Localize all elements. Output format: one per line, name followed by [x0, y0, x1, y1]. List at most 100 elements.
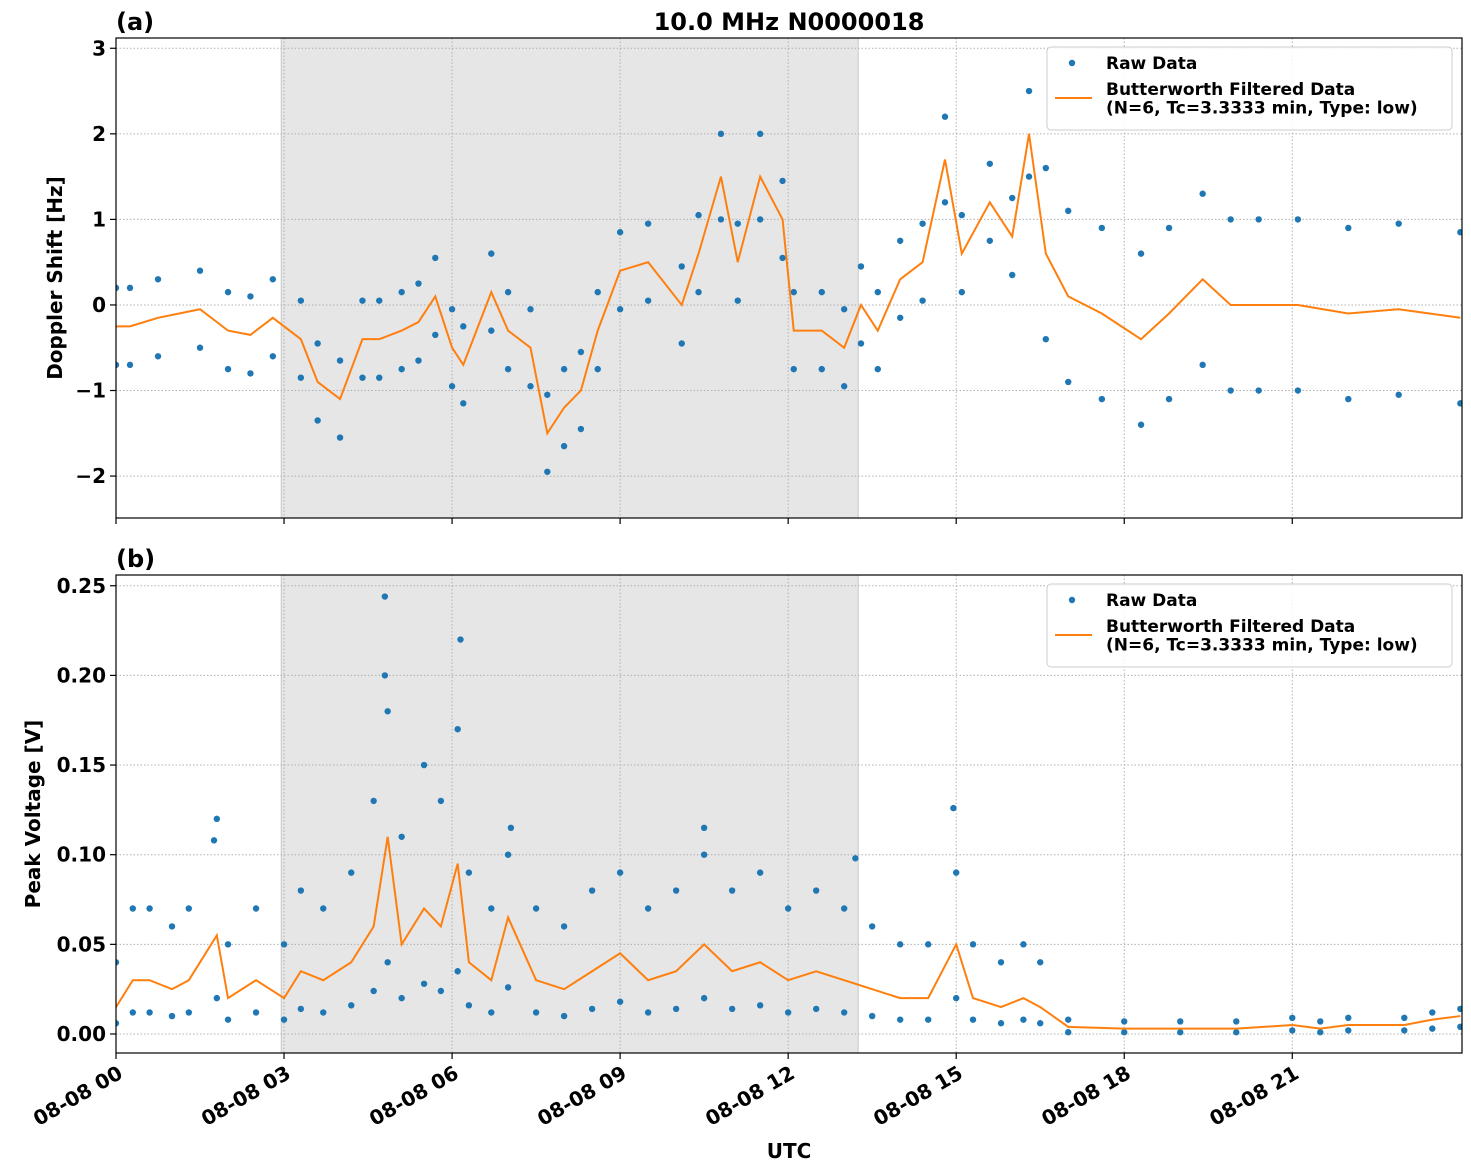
shaded-span: [280, 574, 859, 1054]
raw-point: [812, 1005, 820, 1013]
raw-point: [398, 833, 405, 840]
raw-point: [269, 353, 277, 360]
y-tick-label: 2: [92, 122, 106, 146]
axes-frame: [115, 574, 1463, 1054]
raw-point: [1065, 1029, 1072, 1036]
raw-point: [448, 383, 456, 390]
raw-point: [1137, 421, 1145, 428]
y-tick-label: 0: [92, 293, 106, 317]
raw-point: [154, 353, 162, 360]
raw-point: [756, 216, 764, 223]
y-tick-label: −2: [75, 464, 106, 488]
raw-point: [504, 288, 512, 296]
raw-point: [437, 797, 445, 805]
raw-point: [756, 130, 764, 138]
raw-point: [314, 340, 321, 347]
panel-label: (b): [116, 545, 155, 573]
raw-point: [532, 905, 540, 912]
raw-point: [1401, 1014, 1408, 1022]
raw-point: [790, 288, 797, 296]
raw-point: [1317, 1029, 1324, 1036]
raw-point: [1199, 361, 1206, 369]
raw-point: [784, 1009, 792, 1016]
raw-point: [1395, 391, 1402, 398]
raw-point: [381, 672, 389, 679]
raw-point: [896, 1016, 904, 1023]
raw-point: [359, 374, 366, 381]
y-axis-label: Peak Voltage [V]: [21, 720, 45, 909]
raw-point: [1121, 1018, 1128, 1025]
raw-point: [1098, 395, 1106, 403]
raw-point: [560, 365, 568, 373]
raw-point: [997, 1020, 1005, 1027]
raw-point: [1199, 190, 1206, 197]
raw-point: [432, 254, 439, 262]
raw-point: [1289, 1014, 1296, 1022]
raw-point: [129, 905, 137, 912]
raw-point: [896, 314, 904, 321]
raw-point: [252, 1009, 260, 1016]
raw-point: [1345, 1027, 1352, 1034]
raw-point: [384, 708, 391, 715]
raw-point: [756, 1002, 764, 1009]
raw-point: [779, 177, 786, 185]
raw-point: [224, 941, 232, 948]
raw-point: [213, 994, 221, 1002]
raw-point: [437, 987, 445, 995]
raw-point: [196, 267, 204, 274]
raw-point: [779, 254, 786, 262]
raw-point: [560, 923, 568, 930]
raw-point: [1009, 271, 1016, 279]
raw-point: [969, 941, 977, 948]
raw-point: [1121, 1029, 1128, 1036]
raw-point: [213, 815, 221, 823]
raw-point: [1137, 250, 1145, 257]
raw-point: [1025, 87, 1033, 95]
raw-point: [695, 288, 702, 296]
raw-point: [415, 357, 422, 364]
raw-point: [126, 284, 134, 292]
raw-point: [1429, 1025, 1436, 1032]
raw-point: [1177, 1029, 1184, 1036]
raw-point: [941, 199, 949, 206]
raw-point: [185, 905, 193, 912]
raw-point: [1457, 229, 1462, 236]
raw-point: [969, 1016, 977, 1023]
raw-point: [297, 887, 305, 894]
raw-point: [507, 824, 515, 832]
raw-point: [616, 998, 624, 1005]
raw-point: [224, 1016, 232, 1023]
raw-point: [269, 276, 277, 283]
raw-point: [1233, 1018, 1240, 1025]
raw-point: [224, 365, 232, 373]
raw-point: [224, 288, 232, 296]
raw-point: [1020, 941, 1027, 948]
y-tick-label: 1: [92, 207, 106, 231]
raw-point: [527, 306, 534, 313]
raw-point: [415, 280, 422, 287]
y-tick-label: −1: [75, 379, 106, 403]
x-tick-label: 08-08 06: [365, 1061, 463, 1131]
raw-point: [465, 869, 473, 876]
raw-point: [1294, 387, 1302, 394]
raw-point: [532, 1009, 540, 1016]
raw-point: [448, 306, 456, 313]
raw-point: [336, 434, 344, 441]
y-tick-label: 0.00: [57, 1022, 106, 1046]
raw-point: [952, 869, 960, 876]
y-tick-label: 0.10: [57, 843, 106, 867]
raw-point: [812, 887, 820, 894]
y-axis-label: Doppler Shift [Hz]: [43, 176, 67, 380]
raw-point: [398, 288, 405, 296]
raw-point: [594, 365, 601, 373]
raw-point: [168, 1012, 176, 1020]
raw-point: [700, 851, 708, 858]
raw-point: [588, 1005, 596, 1013]
raw-point: [1233, 1029, 1240, 1036]
raw-point: [488, 327, 495, 334]
raw-point: [840, 905, 848, 912]
raw-point: [700, 824, 708, 832]
raw-point: [252, 905, 260, 912]
raw-point: [348, 1002, 355, 1009]
y-tick-label: 3: [92, 36, 106, 60]
